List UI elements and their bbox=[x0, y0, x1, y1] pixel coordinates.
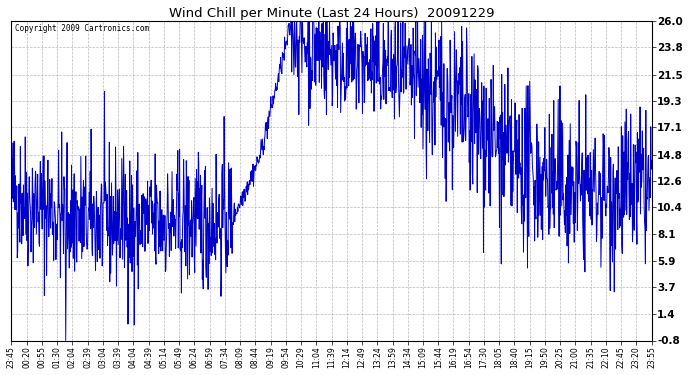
Text: Copyright 2009 Cartronics.com: Copyright 2009 Cartronics.com bbox=[14, 24, 149, 33]
Title: Wind Chill per Minute (Last 24 Hours)  20091229: Wind Chill per Minute (Last 24 Hours) 20… bbox=[169, 7, 494, 20]
